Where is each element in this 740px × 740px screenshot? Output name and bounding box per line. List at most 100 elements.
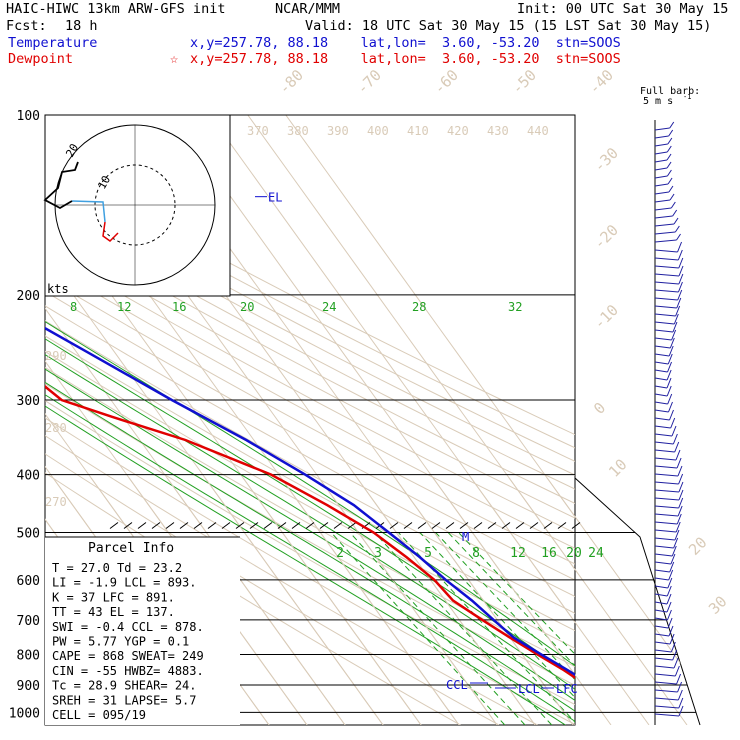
isotherm-label: 30 bbox=[705, 592, 731, 618]
hatch-mark bbox=[501, 522, 511, 529]
wind-barb-feather bbox=[678, 697, 684, 709]
wind-barb bbox=[654, 553, 673, 557]
mixing-ratio-line bbox=[374, 532, 553, 725]
wind-barb-feather bbox=[667, 353, 673, 365]
mixing-ratio-label: 24 bbox=[588, 546, 604, 561]
wind-barb-feather bbox=[667, 137, 673, 145]
hatch-mark bbox=[417, 522, 427, 529]
dry-adiabat-line bbox=[45, 222, 575, 504]
wind-barb bbox=[654, 577, 669, 581]
pressure-tick-label: 800 bbox=[17, 648, 40, 663]
wind-barb bbox=[654, 289, 679, 293]
wind-barb bbox=[654, 713, 680, 717]
wind-barb bbox=[654, 143, 668, 147]
dry-adiabat-line bbox=[45, 335, 575, 632]
wind-barb bbox=[654, 417, 670, 421]
wind-barb-feather bbox=[671, 329, 677, 341]
moist-adiabat-line bbox=[45, 381, 575, 712]
fcst-label: Fcst: bbox=[6, 18, 47, 34]
isotherm-label: 20 bbox=[685, 533, 711, 559]
moist-adiabat-label: 8 bbox=[70, 300, 77, 314]
theta-label: 370 bbox=[247, 124, 269, 138]
wind-barb-feather bbox=[678, 473, 684, 485]
isotherm-label: -40 bbox=[585, 66, 617, 98]
wind-barb bbox=[654, 409, 669, 413]
wind-barb bbox=[654, 393, 668, 397]
wind-barb-feather bbox=[666, 385, 672, 397]
parcel-row: T = 27.0 Td = 23.2 bbox=[52, 561, 182, 575]
wind-barb-feather bbox=[678, 273, 684, 285]
wind-barb-feather bbox=[667, 177, 673, 185]
wind-barb-feather bbox=[667, 617, 673, 629]
wind-barb-feather bbox=[677, 681, 683, 693]
hodograph-trace-high bbox=[43, 161, 79, 210]
hatch-mark bbox=[487, 522, 497, 529]
mixing-ratio-label: 2 bbox=[336, 546, 344, 561]
pressure-tick-label: 500 bbox=[17, 527, 40, 542]
wind-barb-feather bbox=[675, 305, 681, 317]
dry-adiabat-line bbox=[45, 197, 575, 476]
wind-barb bbox=[654, 545, 674, 549]
wind-barb bbox=[654, 305, 677, 309]
mixing-ratio-label: 8 bbox=[472, 546, 480, 561]
dry-adiabat-line bbox=[45, 249, 575, 534]
hatch-mark bbox=[389, 522, 399, 529]
dewpoint-legend: Dewpoint bbox=[8, 51, 74, 67]
wind-barb-feather bbox=[678, 489, 684, 501]
hatch-mark bbox=[123, 522, 133, 529]
wind-barb-feather bbox=[670, 417, 676, 429]
dry-adiabat-line bbox=[45, 305, 575, 598]
moist-adiabat-label: 28 bbox=[412, 300, 426, 314]
wind-barb bbox=[654, 473, 679, 477]
wind-barb bbox=[654, 441, 674, 445]
dry-adiabat-line bbox=[45, 417, 575, 725]
wind-barb bbox=[654, 273, 680, 277]
pressure-tick-label: 1000 bbox=[9, 706, 40, 721]
moist-adiabat-line bbox=[45, 321, 575, 667]
wind-barb-feather bbox=[676, 673, 682, 685]
parcel-row: PW = 5.77 YGP = 0.1 bbox=[52, 635, 189, 649]
pressure-tick-label: 100 bbox=[17, 109, 40, 124]
isotherm-label: -80 bbox=[275, 66, 307, 98]
wind-barb-feather bbox=[668, 185, 674, 193]
isotherm-line bbox=[57, 478, 498, 725]
org-label: NCAR/MMM bbox=[275, 1, 341, 17]
dry-adiabat-line bbox=[45, 320, 575, 614]
dry-adiabat-line bbox=[45, 161, 575, 436]
hodograph-trace-mid bbox=[71, 200, 106, 223]
hatch-mark bbox=[347, 522, 357, 529]
wind-barb-feather bbox=[672, 209, 678, 217]
wind-barb bbox=[654, 529, 677, 533]
wind-barb-feather bbox=[674, 225, 680, 233]
wind-barb bbox=[654, 401, 668, 405]
moist-adiabat-label: 16 bbox=[172, 300, 186, 314]
dry-adiabat-line bbox=[45, 262, 575, 549]
wind-barb bbox=[654, 681, 677, 685]
wind-barb bbox=[654, 265, 679, 269]
wind-barb bbox=[654, 239, 677, 243]
wind-barb-feather bbox=[666, 369, 672, 381]
dry-adiabat-line bbox=[45, 290, 575, 581]
wind-barb bbox=[654, 369, 668, 373]
m-label: M bbox=[462, 530, 469, 544]
wind-barb-feather bbox=[668, 129, 674, 137]
isotherm-label: -20 bbox=[590, 221, 622, 253]
parcel-row: CIN = -55 HWBZ= 4883. bbox=[52, 664, 204, 678]
hodograph-trace-low bbox=[102, 221, 119, 242]
wind-barb bbox=[654, 345, 671, 349]
wind-barb bbox=[654, 175, 668, 179]
isotherm-line bbox=[45, 478, 460, 725]
wind-barb bbox=[654, 377, 668, 381]
wind-barb-feather bbox=[676, 513, 682, 525]
hatch-mark bbox=[557, 522, 567, 529]
wind-barb bbox=[654, 505, 679, 509]
barb-units: 5 m s bbox=[643, 96, 673, 107]
dry-adiabat-line bbox=[45, 366, 575, 668]
barb-units-sup: -1 bbox=[683, 93, 691, 101]
hatch-mark bbox=[529, 522, 539, 529]
wind-barb-feather bbox=[678, 481, 684, 493]
wind-barb bbox=[654, 249, 678, 253]
temperature-info: x,y=257.78, 88.18 lat,lon= 3.60, -53.20 … bbox=[190, 35, 621, 51]
fcst-value: 18 h bbox=[65, 18, 98, 34]
wind-barb-feather bbox=[674, 665, 680, 677]
